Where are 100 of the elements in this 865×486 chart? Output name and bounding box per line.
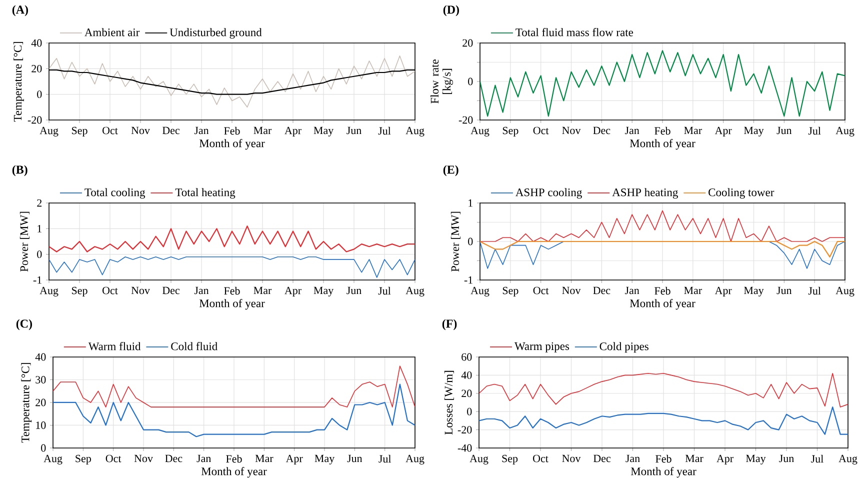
y-tick-label: 1 [38, 225, 42, 232]
x-tick-label: Apr [286, 454, 303, 464]
x-tick-label: May [744, 286, 764, 296]
y-tick-label: 40 [35, 353, 46, 361]
x-tick-label: Aug [838, 454, 858, 464]
x-tick-label: Nov [131, 126, 150, 134]
x-tick-label: Jul [808, 286, 821, 295]
x-tick-label: Mar [254, 286, 272, 294]
x-tick-label: Aug [40, 126, 58, 136]
legend-label: Total fluid mass flow rate [516, 28, 634, 36]
x-tick-label: Aug [470, 126, 490, 136]
y-tick-label: 0 [468, 238, 473, 246]
x-tick-label: Oct [106, 454, 122, 462]
x-axis-title: Month of year [630, 139, 696, 150]
y-axis-title: Temperature [°C] [14, 42, 24, 122]
x-tick-label: Apr [714, 286, 732, 296]
x-tick-label: Dec [162, 126, 180, 134]
x-tick-label: Jul [811, 454, 824, 463]
x-tick-label: May [314, 286, 334, 296]
x-tick-label: Aug [406, 286, 424, 296]
x-tick-label: Mar [684, 126, 702, 134]
x-tick-label: Feb [654, 286, 670, 295]
y-tick-label: 2 [37, 199, 42, 207]
x-tick-label: Apr [716, 454, 734, 464]
chart-title: (B) [12, 165, 28, 176]
x-tick-label: Jan [196, 454, 212, 462]
x-tick-label: Aug [406, 126, 424, 136]
chart-title: (A) [12, 5, 28, 16]
x-tick-label: Oct [533, 454, 548, 462]
x-tick-label: Feb [224, 126, 240, 135]
x-tick-label: Jul [808, 126, 821, 135]
x-tick-label: Dec [162, 286, 180, 294]
x-tick-label: Mar [254, 126, 272, 134]
x-tick-label: Jul [378, 126, 391, 135]
y-tick-label: -1 [464, 276, 472, 284]
x-axis-title: Month of year [199, 299, 265, 310]
x-tick-label: Jun [776, 286, 792, 294]
y-tick-label: 10 [36, 422, 46, 429]
y-tick-label: 0 [468, 78, 473, 86]
x-tick-label: May [746, 454, 766, 464]
x-axis-title: Month of year [201, 467, 267, 478]
y-tick-label: 40 [461, 371, 472, 379]
x-tick-label: Dec [593, 126, 610, 134]
x-tick-label: Jul [378, 454, 392, 463]
y-tick-label: 20 [32, 64, 42, 72]
x-tick-label: Feb [224, 286, 240, 295]
line-series [49, 226, 416, 252]
legend-label: Total cooling [84, 188, 146, 199]
y-tick-label: 20 [462, 39, 473, 47]
x-tick-label: Apr [284, 126, 302, 136]
x-tick-label: May [314, 126, 334, 136]
x-tick-label: Feb [226, 454, 242, 463]
x-tick-label: Aug [470, 454, 488, 464]
x-tick-label: Dec [593, 454, 611, 462]
x-tick-label: Sep [76, 454, 91, 464]
x-tick-label: Dec [593, 286, 610, 294]
x-tick-label: Jun [347, 454, 362, 462]
y-tick-label: -1 [33, 276, 42, 284]
x-tick-label: Aug [40, 286, 58, 296]
legend-label: Cold pipes [600, 342, 648, 353]
y-tick-label: 0 [467, 408, 472, 416]
x-tick-label: May [314, 454, 335, 464]
legend-label: Ambient air [84, 28, 140, 36]
chart-title: (E) [443, 165, 458, 176]
x-tick-label: Sep [502, 286, 518, 296]
x-tick-label: Dec [165, 454, 182, 462]
x-tick-label: Aug [406, 454, 424, 464]
legend-label: ASHP cooling [516, 188, 582, 199]
y-axis-title: Losses [W/m] [444, 370, 454, 435]
y-axis-title: Temperature [°C] [21, 362, 32, 443]
legend-label: Warm fluid [88, 342, 141, 350]
y-tick-label: 1 [468, 199, 472, 207]
line-series [49, 55, 416, 108]
x-tick-label: Nov [131, 286, 150, 294]
x-tick-label: Apr [714, 126, 732, 136]
x-tick-label: Jan [194, 126, 209, 134]
x-tick-label: Jan [194, 286, 209, 294]
x-tick-label: Aug [836, 126, 854, 136]
x-tick-label: Aug [470, 286, 490, 296]
legend-label: Warm pipes [514, 342, 570, 352]
x-axis-title: Month of year [199, 139, 265, 150]
x-tick-label: Mar [255, 454, 274, 462]
x-tick-label: Mar [684, 286, 702, 294]
legend-label: Cold fluid [171, 342, 218, 350]
x-tick-label: Sep [72, 126, 88, 136]
y-tick-label: 0 [41, 444, 46, 452]
y-axis-title: Power [MW] [450, 212, 460, 272]
x-tick-label: Nov [562, 286, 581, 294]
x-tick-label: Mar [685, 454, 704, 462]
x-tick-label: Jun [776, 126, 792, 134]
y-axis-title: Power [MW] [20, 212, 30, 272]
y-tick-label: -20 [458, 116, 473, 124]
x-tick-label: Jan [624, 126, 640, 134]
y-tick-label: 20 [462, 390, 472, 398]
x-tick-label: Sep [502, 454, 518, 464]
y-tick-label: 60 [462, 353, 472, 361]
x-tick-label: Apr [284, 286, 302, 296]
x-tick-label: Nov [562, 454, 581, 462]
y-tick-label: -40 [458, 444, 472, 452]
x-tick-label: Feb [654, 126, 670, 135]
